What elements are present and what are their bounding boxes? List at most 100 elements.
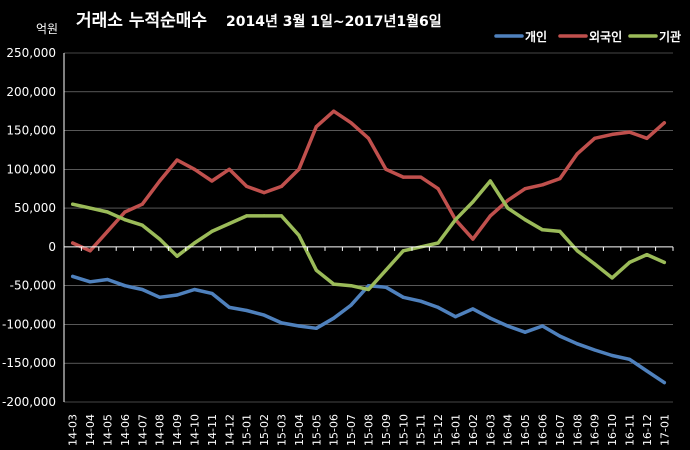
data-point-기관 [332, 282, 336, 286]
x-tick-label: 14-09 [171, 414, 184, 446]
x-tick-label: 16-02 [467, 414, 480, 446]
x-tick-label: 17-01 [658, 414, 671, 446]
x-tick-label: 16-04 [502, 414, 515, 446]
x-tick-label: 15-08 [363, 414, 376, 446]
data-point-기관 [192, 241, 197, 245]
data-point-개인 [175, 293, 179, 297]
data-point-기관 [471, 200, 475, 204]
data-point-개인 [419, 299, 423, 303]
data-point-개인 [662, 381, 666, 385]
y-axis-unit-label: 억원 [36, 22, 58, 36]
y-tick-label: 100,000 [6, 162, 56, 176]
data-point-개인 [349, 303, 353, 307]
data-point-기관 [627, 260, 632, 264]
data-point-개인 [593, 348, 597, 352]
data-point-외국인 [192, 167, 197, 171]
x-tick-label: 15-05 [310, 414, 323, 446]
data-point-외국인 [419, 175, 423, 179]
data-point-개인 [453, 315, 458, 319]
data-point-외국인 [384, 167, 388, 171]
data-point-개인 [540, 324, 545, 328]
data-point-외국인 [123, 210, 127, 214]
data-point-외국인 [558, 177, 562, 181]
data-point-개인 [262, 313, 266, 317]
data-point-기관 [401, 249, 405, 253]
x-tick-label: 16-10 [606, 414, 619, 446]
x-tick-label: 15-10 [397, 414, 410, 446]
series-lines [70, 109, 667, 385]
x-tick-label: 16-06 [537, 414, 550, 446]
data-point-개인 [192, 287, 197, 292]
y-tick-label: -200,000 [2, 395, 56, 409]
data-point-외국인 [436, 187, 440, 191]
x-tick-label: 15-06 [328, 414, 341, 446]
x-tick-label: 15-09 [380, 414, 393, 446]
data-point-외국인 [401, 175, 405, 179]
data-point-외국인 [71, 241, 75, 245]
data-point-기관 [645, 253, 649, 257]
x-tick-label: 15-04 [293, 414, 306, 446]
data-point-기관 [175, 254, 179, 258]
data-point-외국인 [627, 130, 632, 134]
data-point-기관 [575, 249, 579, 253]
legend-label-개인: 개인 [525, 29, 547, 44]
data-point-기관 [384, 268, 388, 272]
data-point-개인 [332, 316, 336, 320]
data-point-외국인 [645, 136, 649, 140]
data-point-외국인 [88, 249, 92, 253]
x-tick-label: 14-10 [189, 414, 202, 446]
gridlines [64, 52, 673, 403]
data-point-기관 [227, 222, 231, 226]
data-point-외국인 [279, 184, 284, 188]
x-tick-label: 15-03 [276, 414, 289, 446]
x-tick-label: 14-08 [154, 414, 167, 446]
axes: 250,000 200,000 150,000 100,000 50,000 0 -50,0… [2, 46, 674, 446]
data-point-외국인 [471, 237, 475, 241]
data-point-기관 [297, 233, 301, 237]
data-point-기관 [488, 179, 492, 183]
data-point-개인 [506, 324, 510, 328]
x-tick-label: 15-12 [432, 414, 445, 446]
data-point-기관 [210, 229, 214, 233]
data-point-기관 [158, 237, 162, 241]
x-tick-label: 15-11 [415, 414, 428, 446]
data-point-기관 [436, 241, 440, 245]
legend-label-기관: 기관 [659, 29, 681, 44]
y-tick-label: -50,000 [10, 279, 56, 293]
data-point-기관 [314, 268, 318, 272]
x-tick-label: 16-11 [624, 414, 637, 446]
x-tick-label: 14-07 [136, 414, 149, 446]
x-tick-label: 15-07 [345, 414, 358, 446]
data-point-외국인 [506, 198, 510, 202]
data-point-외국인 [575, 152, 579, 156]
x-tick-label: 14-06 [119, 414, 132, 446]
data-point-개인 [140, 287, 144, 292]
x-tick-label: 15-02 [258, 414, 271, 446]
data-point-기관 [123, 218, 127, 222]
y-tick-label: 50,000 [14, 201, 56, 215]
data-point-개인 [645, 369, 649, 373]
x-tick-label: 16-08 [571, 414, 584, 446]
x-tick-label: 15-01 [241, 414, 254, 446]
data-point-외국인 [610, 132, 614, 137]
x-tick-label: 14-11 [206, 414, 219, 446]
data-point-기관 [245, 214, 249, 218]
y-tick-label: 250,000 [6, 46, 56, 60]
data-point-기관 [506, 206, 510, 210]
data-point-개인 [314, 326, 318, 330]
y-tick-label: 0 [48, 240, 56, 254]
x-tick-label: 16-01 [450, 414, 463, 446]
x-tick-label: 14-04 [84, 414, 97, 446]
chart-title-period: 2014년 3월 1일~2017년1월6일 [226, 13, 442, 30]
x-tick-label: 16-09 [589, 414, 602, 446]
data-point-기관 [558, 229, 562, 233]
legend-label-외국인: 외국인 [589, 29, 622, 44]
data-point-기관 [349, 284, 353, 288]
data-point-외국인 [297, 167, 301, 171]
data-point-기관 [662, 260, 666, 264]
y-tick-label: -100,000 [2, 317, 56, 331]
data-point-개인 [88, 280, 92, 284]
data-point-개인 [279, 321, 284, 325]
data-point-외국인 [175, 158, 179, 162]
